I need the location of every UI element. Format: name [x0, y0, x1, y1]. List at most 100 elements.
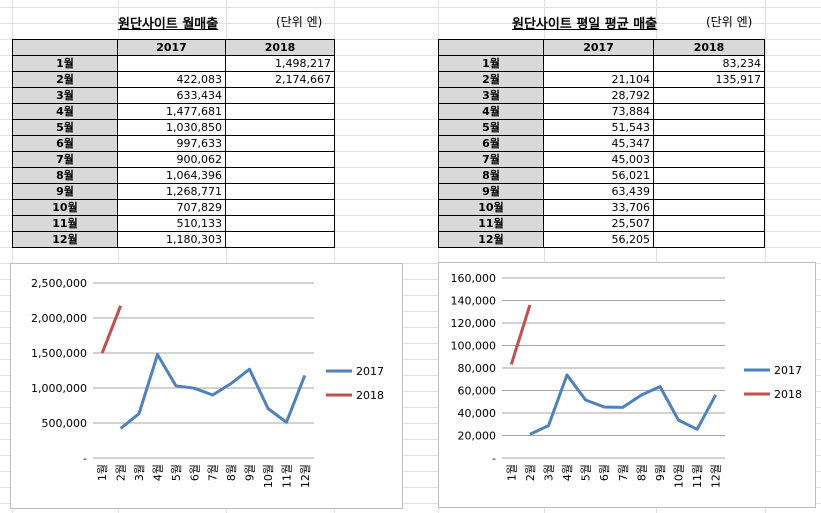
value-2017-cell[interactable]: 63,439	[543, 183, 654, 200]
month-cell[interactable]: 1월	[438, 55, 544, 72]
value-2018-cell[interactable]: 135,917	[653, 71, 765, 88]
x-tick-label: 2월	[115, 464, 128, 481]
month-cell[interactable]: 7월	[438, 151, 544, 168]
value-2018-cell[interactable]	[653, 103, 765, 120]
value-2017-cell[interactable]: 422,083	[117, 71, 226, 88]
month-cell[interactable]: 1월	[12, 55, 118, 72]
value-2018-cell[interactable]	[225, 151, 335, 168]
weekday-avg-sales-chart[interactable]: - 20,000 40,000 60,000 80,000 100,000 120,000 1…	[438, 262, 816, 508]
header-corner-cell[interactable]	[12, 39, 118, 56]
value-2018-cell[interactable]	[225, 231, 335, 248]
value-2018-cell[interactable]: 2,174,667	[225, 71, 335, 88]
month-cell[interactable]: 8월	[12, 167, 118, 184]
monthly-sales-chart[interactable]: - 500,000 1,000,000 1,500,000 2,000,000 2,500…	[10, 263, 403, 509]
value-2018-cell[interactable]	[225, 215, 335, 232]
y-tick-label: 80,000	[458, 362, 497, 375]
x-tick-label: 1월	[505, 464, 518, 481]
month-cell[interactable]: 12월	[12, 231, 118, 248]
value-2017-cell[interactable]: 56,205	[543, 231, 654, 248]
value-2018-cell[interactable]: 83,234	[653, 55, 765, 72]
header-corner-cell[interactable]	[438, 39, 544, 56]
month-cell[interactable]: 10월	[438, 199, 544, 216]
series-line-2018	[509, 304, 532, 365]
table-row: 8월 1,064,396	[12, 167, 335, 184]
header-2018[interactable]: 2018	[653, 39, 765, 56]
value-2017-cell[interactable]: 45,003	[543, 151, 654, 168]
month-cell[interactable]: 8월	[438, 167, 544, 184]
month-cell[interactable]: 5월	[438, 119, 544, 136]
month-cell[interactable]: 4월	[12, 103, 118, 120]
month-cell[interactable]: 9월	[438, 183, 544, 200]
value-2017-cell[interactable]: 21,104	[543, 71, 654, 88]
legend-label-2017: 2017	[774, 364, 802, 377]
month-cell[interactable]: 3월	[12, 87, 118, 104]
month-cell[interactable]: 12월	[438, 231, 544, 248]
value-2017-cell[interactable]	[543, 55, 654, 72]
value-2018-cell[interactable]	[225, 87, 335, 104]
value-2018-cell[interactable]	[653, 183, 765, 200]
value-2018-cell[interactable]	[653, 199, 765, 216]
x-tick-label: 12월	[710, 464, 723, 488]
value-2017-cell[interactable]: 28,792	[543, 87, 654, 104]
value-2018-cell[interactable]	[653, 231, 765, 248]
month-cell[interactable]: 11월	[438, 215, 544, 232]
x-tick-label: 9월	[654, 464, 667, 481]
value-2018-cell[interactable]	[225, 167, 335, 184]
value-2018-cell[interactable]	[653, 135, 765, 152]
value-2017-cell[interactable]: 900,062	[117, 151, 226, 168]
month-cell[interactable]: 3월	[438, 87, 544, 104]
month-cell[interactable]: 7월	[12, 151, 118, 168]
y-tick-label: 40,000	[458, 407, 497, 420]
value-2017-cell[interactable]: 56,021	[543, 167, 654, 184]
month-cell[interactable]: 4월	[438, 103, 544, 120]
value-2018-cell[interactable]	[225, 183, 335, 200]
value-2017-cell[interactable]: 51,543	[543, 119, 654, 136]
value-2017-cell[interactable]: 1,268,771	[117, 183, 226, 200]
value-2017-cell[interactable]: 33,706	[543, 199, 654, 216]
value-2018-cell[interactable]: 1,498,217	[225, 55, 335, 72]
month-cell[interactable]: 6월	[438, 135, 544, 152]
x-tick-label: 8월	[635, 464, 648, 481]
value-2017-cell[interactable]: 510,133	[117, 215, 226, 232]
value-2017-cell[interactable]: 1,180,303	[117, 231, 226, 248]
value-2018-cell[interactable]	[225, 199, 335, 216]
value-2018-cell[interactable]	[225, 119, 335, 136]
value-2017-cell[interactable]: 1,477,681	[117, 103, 226, 120]
value-2018-cell[interactable]	[653, 119, 765, 136]
y-tick-label: 2,000,000	[31, 312, 87, 325]
month-cell[interactable]: 11월	[12, 215, 118, 232]
month-cell[interactable]: 9월	[12, 183, 118, 200]
header-2017[interactable]: 2017	[543, 39, 654, 56]
month-cell[interactable]: 2월	[438, 71, 544, 88]
value-2017-cell[interactable]: 707,829	[117, 199, 226, 216]
table-row: 7월 900,062	[12, 151, 335, 168]
x-tick-label: 9월	[244, 464, 257, 481]
value-2017-cell[interactable]: 73,884	[543, 103, 654, 120]
month-cell[interactable]: 6월	[12, 135, 118, 152]
table-row: 5월 1,030,850	[12, 119, 335, 136]
x-tick-label: 10월	[673, 464, 686, 488]
month-cell[interactable]: 2월	[12, 71, 118, 88]
value-2018-cell[interactable]	[653, 167, 765, 184]
x-tick-label: 10월	[262, 464, 275, 488]
value-2017-cell[interactable]: 633,434	[117, 87, 226, 104]
value-2018-cell[interactable]	[653, 87, 765, 104]
value-2017-cell[interactable]: 25,507	[543, 215, 654, 232]
table-row: 3월 28,792	[438, 87, 765, 104]
value-2017-cell[interactable]: 997,633	[117, 135, 226, 152]
value-2017-cell[interactable]	[117, 55, 226, 72]
month-cell[interactable]: 5월	[12, 119, 118, 136]
table-row: 11월 510,133	[12, 215, 335, 232]
weekday-avg-sales-unit: (단위 엔)	[706, 15, 753, 29]
value-2017-cell[interactable]: 1,030,850	[117, 119, 226, 136]
header-2017[interactable]: 2017	[117, 39, 226, 56]
month-cell[interactable]: 10월	[12, 199, 118, 216]
value-2018-cell[interactable]	[225, 135, 335, 152]
table-row: 9월 63,439	[438, 183, 765, 200]
value-2017-cell[interactable]: 1,064,396	[117, 167, 226, 184]
value-2018-cell[interactable]	[653, 151, 765, 168]
value-2018-cell[interactable]	[225, 103, 335, 120]
value-2018-cell[interactable]	[653, 215, 765, 232]
value-2017-cell[interactable]: 45,347	[543, 135, 654, 152]
header-2018[interactable]: 2018	[225, 39, 335, 56]
